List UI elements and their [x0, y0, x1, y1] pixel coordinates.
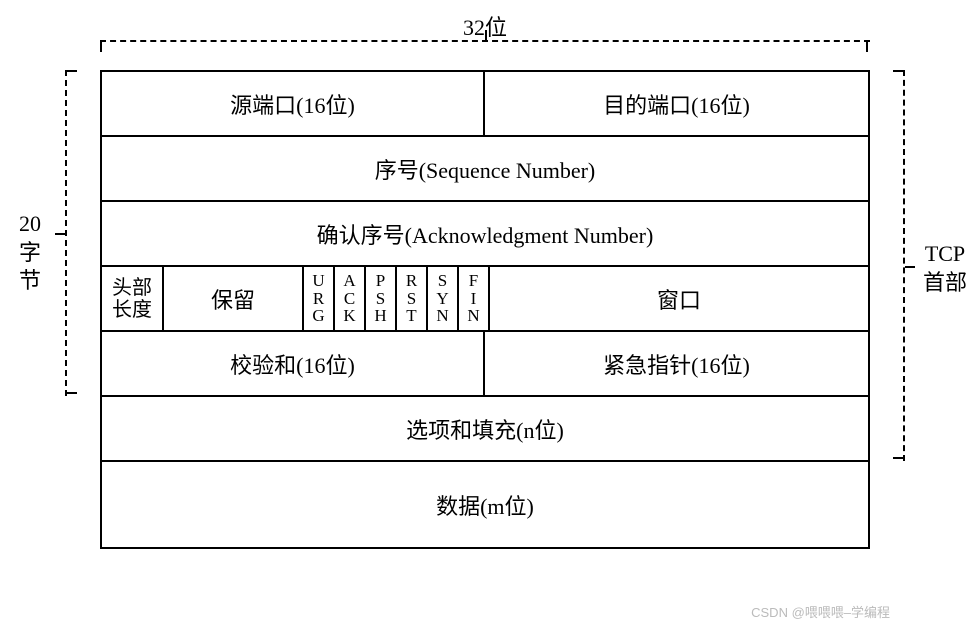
cell-flag-fin: FIN — [459, 267, 490, 330]
tcp-header-table: 源端口(16位) 目的端口(16位) 序号(Sequence Number) 确… — [100, 70, 870, 549]
row-ack: 确认序号(Acknowledgment Number) — [102, 202, 868, 267]
cell-flag-rst: RST — [397, 267, 428, 330]
cell-flag-syn: SYN — [428, 267, 459, 330]
cell-ack-number: 确认序号(Acknowledgment Number) — [102, 202, 868, 265]
cell-reserved: 保留 — [164, 267, 304, 330]
cell-sequence-number: 序号(Sequence Number) — [102, 137, 868, 200]
left-brace — [65, 70, 83, 396]
top-brace — [100, 40, 870, 60]
row-sequence: 序号(Sequence Number) — [102, 137, 868, 202]
right-label-line2: 首部 — [923, 270, 967, 295]
watermark-text: CSDN @喂喂喂–学编程 — [751, 602, 890, 621]
row-ports: 源端口(16位) 目的端口(16位) — [102, 72, 868, 137]
left-label-line2: 字节 — [19, 240, 41, 294]
cell-options: 选项和填充(n位) — [102, 397, 868, 460]
right-brace — [887, 70, 905, 461]
cell-urgent-pointer: 紧急指针(16位) — [485, 332, 868, 395]
right-label-line1: TCP — [925, 241, 965, 266]
row-checksum: 校验和(16位) 紧急指针(16位) — [102, 332, 868, 397]
cell-header-length: 头部长度 — [102, 267, 164, 330]
cell-flag-ack: ACK — [335, 267, 366, 330]
cell-checksum: 校验和(16位) — [102, 332, 485, 395]
cell-flag-urg: URG — [304, 267, 335, 330]
hlen-text: 头部长度 — [112, 277, 152, 321]
cell-data: 数据(m位) — [102, 462, 868, 547]
row-options: 选项和填充(n位) — [102, 397, 868, 462]
row-data: 数据(m位) — [102, 462, 868, 547]
tcp-header-diagram: 32位 20 字节 TCP 首部 源端口(16位) 目的端口(16位) 序号(S… — [0, 0, 980, 627]
cell-source-port: 源端口(16位) — [102, 72, 485, 135]
row-flags: 头部长度 保留 URG ACK PSH RST SYN FIN 窗口 — [102, 267, 868, 332]
left-label-line1: 20 — [19, 211, 41, 236]
cell-window: 窗口 — [490, 267, 868, 330]
cell-dest-port: 目的端口(16位) — [485, 72, 868, 135]
right-tcp-header-label: TCP 首部 — [920, 240, 970, 297]
left-bytes-label: 20 字节 — [10, 210, 50, 296]
cell-flag-psh: PSH — [366, 267, 397, 330]
